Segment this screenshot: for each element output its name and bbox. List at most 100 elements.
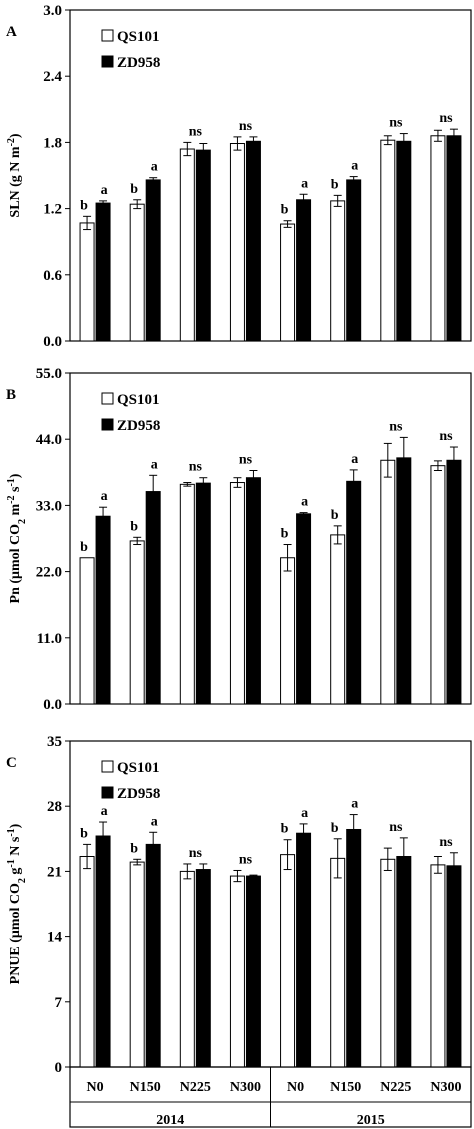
significance-label: ns <box>239 852 253 867</box>
y-axis-label-part: 2 <box>17 519 28 524</box>
bar-qs101 <box>430 135 446 342</box>
bar-qs101 <box>129 203 145 342</box>
bar-qs101 <box>179 483 195 705</box>
significance-label: ns <box>189 124 203 139</box>
bar-zd958 <box>95 515 111 705</box>
significance-label: b <box>331 177 339 192</box>
y-axis-label-part: m <box>8 503 23 519</box>
bar-qs101 <box>280 223 296 342</box>
year-label: 2014 <box>156 1113 184 1128</box>
significance-label: a <box>151 457 158 472</box>
panel-letter: B <box>6 387 16 403</box>
significance-label: a <box>351 159 358 174</box>
bar-zd958 <box>145 179 161 342</box>
legend-label-qs101: QS101 <box>117 760 160 776</box>
y-axis-label-part: -2 <box>6 138 17 146</box>
bar-qs101 <box>229 875 245 1068</box>
panel-letter: C <box>6 755 17 771</box>
significance-label: b <box>80 198 88 213</box>
legend-label-zd958: ZD958 <box>117 55 160 71</box>
legend-swatch-qs101 <box>101 760 114 773</box>
bar-zd958 <box>346 179 362 342</box>
bar-qs101 <box>380 459 396 705</box>
bar-qs101 <box>380 858 396 1068</box>
y-tick-label: 44.0 <box>36 432 62 448</box>
significance-label: b <box>130 519 138 534</box>
panel-letter: A <box>6 24 17 40</box>
plot-frame <box>69 372 472 705</box>
significance-label: b <box>281 822 289 837</box>
bar-zd958 <box>95 202 111 342</box>
y-tick-label: 33.0 <box>36 498 62 514</box>
significance-label: a <box>301 495 308 510</box>
bar-zd958 <box>245 140 261 342</box>
bar-qs101 <box>330 534 346 705</box>
bar-qs101 <box>280 557 296 705</box>
significance-label: ns <box>389 820 403 835</box>
significance-label: a <box>301 176 308 191</box>
significance-label: b <box>281 527 289 542</box>
y-axis-label-part: SLN (g N m <box>8 146 23 218</box>
category-label: N150 <box>130 1080 161 1095</box>
significance-label: ns <box>439 429 453 444</box>
y-axis-label-part: N s <box>8 836 23 859</box>
bar-zd958 <box>396 140 412 342</box>
y-axis-label-part: ) <box>8 133 23 138</box>
legend-swatch-zd958 <box>101 55 114 68</box>
y-tick-label: 7 <box>55 995 63 1011</box>
y-axis-label-part: s <box>8 486 23 496</box>
bar-qs101 <box>330 200 346 342</box>
significance-label: b <box>80 826 88 841</box>
y-axis-label-part: PNUE (μmol CO <box>8 883 23 984</box>
bar-zd958 <box>195 482 211 705</box>
y-axis-label-part: g <box>8 868 23 879</box>
significance-label: a <box>151 814 158 829</box>
y-tick-label: 28 <box>47 799 62 815</box>
bar-qs101 <box>430 864 446 1068</box>
bar-qs101 <box>129 861 145 1068</box>
bar-zd958 <box>95 835 111 1068</box>
bar-qs101 <box>129 540 145 705</box>
bar-zd958 <box>396 855 412 1068</box>
legend-label-zd958: ZD958 <box>117 786 160 802</box>
bar-zd958 <box>296 832 312 1068</box>
significance-label: ns <box>389 419 403 434</box>
significance-label: a <box>101 804 108 819</box>
legend-label-qs101: QS101 <box>117 29 160 45</box>
significance-label: b <box>331 508 339 523</box>
bar-zd958 <box>245 875 261 1068</box>
y-axis-label-part: -1 <box>6 828 17 836</box>
y-tick-label: 0.6 <box>43 268 62 284</box>
y-axis-label-part: ) <box>8 473 23 478</box>
bar-zd958 <box>145 491 161 705</box>
category-label: N300 <box>230 1080 261 1095</box>
bar-zd958 <box>145 843 161 1068</box>
y-tick-label: 1.2 <box>43 202 62 218</box>
plot-frame <box>69 9 472 342</box>
significance-label: ns <box>239 119 253 134</box>
bar-qs101 <box>229 143 245 342</box>
y-tick-label: 14 <box>47 930 63 946</box>
bar-zd958 <box>396 457 412 705</box>
y-tick-label: 22.0 <box>36 565 62 581</box>
significance-label: a <box>151 160 158 175</box>
category-label: N150 <box>330 1080 361 1095</box>
significance-label: b <box>130 841 138 856</box>
y-tick-label: 0.0 <box>43 697 62 713</box>
legend-swatch-qs101 <box>101 392 114 405</box>
y-axis-label-part: 2 <box>17 878 28 883</box>
bar-qs101 <box>179 870 195 1068</box>
legend-swatch-qs101 <box>101 29 114 42</box>
significance-label: a <box>301 806 308 821</box>
category-label: N225 <box>180 1080 211 1095</box>
bar-zd958 <box>346 480 362 705</box>
y-axis-label-part: Pn (μmol CO <box>8 524 23 604</box>
significance-label: a <box>351 797 358 812</box>
significance-label: ns <box>439 111 453 126</box>
y-tick-label: 0 <box>55 1060 63 1076</box>
bar-qs101 <box>79 855 95 1068</box>
significance-label: a <box>101 183 108 198</box>
bar-zd958 <box>446 865 462 1068</box>
legend-swatch-zd958 <box>101 786 114 799</box>
